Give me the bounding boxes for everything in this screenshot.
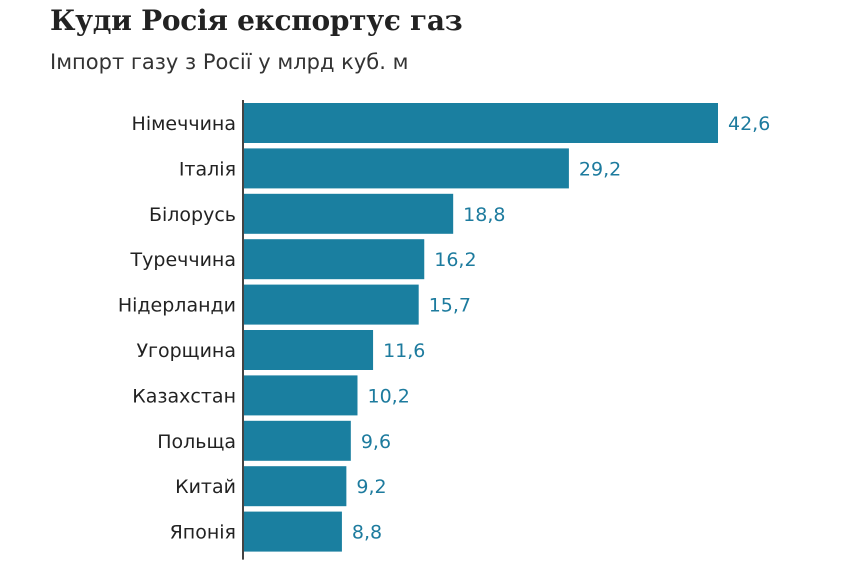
bar-7 xyxy=(244,420,351,461)
category-label: Нідерланди xyxy=(118,295,236,317)
bar-2 xyxy=(244,193,454,234)
value-label: 29,2 xyxy=(579,158,621,180)
value-label: 18,8 xyxy=(463,204,505,226)
value-label: 15,7 xyxy=(429,295,471,317)
value-label: 42,6 xyxy=(728,113,770,135)
bar-1 xyxy=(244,148,569,189)
category-label: Угорщина xyxy=(136,340,236,362)
chart-subtitle: Імпорт газу з Росії у млрд куб. м xyxy=(50,50,409,74)
category-label: Німеччина xyxy=(132,113,236,135)
value-label: 9,6 xyxy=(361,431,391,453)
bar-5 xyxy=(244,330,374,370)
category-label: Польща xyxy=(157,431,236,453)
value-label: 16,2 xyxy=(434,249,476,271)
chart-title: Куди Росія експортує газ xyxy=(50,4,463,37)
category-label: Китай xyxy=(175,476,236,498)
category-label: Японія xyxy=(170,522,236,544)
value-label: 9,2 xyxy=(356,476,386,498)
value-label: 8,8 xyxy=(352,522,382,544)
bar-3 xyxy=(244,239,425,280)
value-label: 10,2 xyxy=(367,385,409,407)
bar-0 xyxy=(244,103,718,143)
bar-9 xyxy=(244,511,342,552)
value-label: 11,6 xyxy=(383,340,425,362)
category-label: Італія xyxy=(179,158,236,180)
category-label: Казахстан xyxy=(132,385,236,407)
bar-8 xyxy=(244,466,347,507)
category-label: Білорусь xyxy=(149,204,236,226)
bar-6 xyxy=(244,375,358,416)
category-label: Туреччина xyxy=(130,249,236,271)
bar-4 xyxy=(244,284,419,325)
